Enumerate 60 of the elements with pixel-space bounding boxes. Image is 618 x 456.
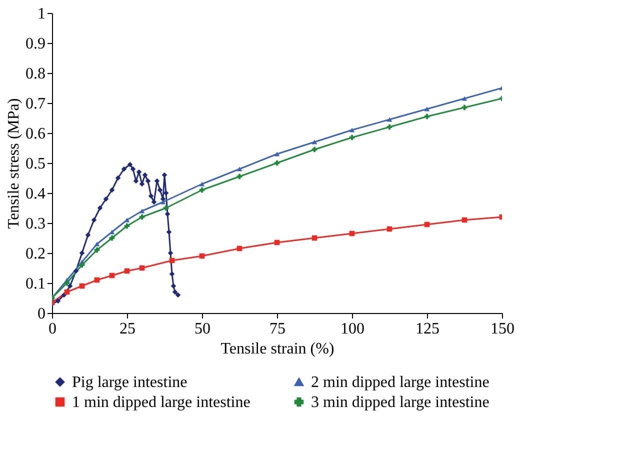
legend-label: Pig large intestine — [72, 374, 188, 391]
point — [157, 187, 163, 193]
point — [164, 211, 170, 217]
point — [127, 162, 133, 168]
point — [175, 292, 181, 298]
point — [148, 193, 154, 199]
y-tick-label: 0 — [38, 306, 46, 322]
point — [139, 208, 145, 214]
point — [170, 283, 176, 289]
legend-label: 2 min dipped large intestine — [311, 374, 490, 391]
point — [130, 166, 136, 172]
point — [274, 152, 280, 156]
x-axis-title: Tensile strain (%) — [220, 340, 334, 358]
point — [121, 166, 127, 172]
x-tick-label: 100 — [340, 320, 364, 338]
point — [312, 140, 318, 144]
point — [142, 172, 148, 178]
y-tick-label: 0.9 — [26, 36, 46, 52]
y-tick-label: 0.8 — [26, 66, 46, 82]
x-tick-label: 75 — [270, 320, 286, 338]
y-tick-label: 0.6 — [26, 126, 46, 142]
point — [94, 242, 100, 246]
y-tick-label: 0.3 — [26, 216, 46, 232]
point — [55, 298, 61, 304]
x-tick-label: 0 — [48, 320, 56, 338]
y-tick-label: 0.5 — [26, 156, 46, 172]
x-tick-label: 25 — [120, 320, 136, 338]
x-tick-label: 125 — [416, 320, 440, 338]
legend-label: 1 min dipped large intestine — [72, 394, 250, 411]
point — [91, 217, 97, 223]
point — [97, 205, 103, 211]
y-tick-label: 0.2 — [26, 246, 46, 262]
point — [424, 106, 430, 112]
point — [169, 271, 175, 277]
y-tick-label: 1 — [38, 6, 46, 22]
y-tick-label: 0.4 — [26, 186, 46, 202]
y-axis-title: Tensile stress (MPa) — [6, 98, 22, 229]
point — [168, 250, 174, 256]
point — [73, 268, 79, 274]
legend-label: 3 min dipped large intestine — [311, 394, 490, 411]
point — [115, 175, 121, 181]
point — [172, 289, 178, 295]
point — [462, 96, 468, 101]
point — [160, 200, 166, 204]
point — [79, 250, 85, 256]
point — [236, 166, 242, 172]
point — [166, 229, 172, 235]
point — [145, 178, 151, 184]
point — [61, 292, 67, 298]
point — [103, 196, 109, 202]
point — [109, 187, 115, 193]
y-tick-label: 0.1 — [26, 276, 46, 292]
x-tick-label: 50 — [194, 320, 210, 338]
x-tick-label: 150 — [490, 320, 514, 338]
point — [199, 182, 205, 186]
point — [386, 117, 392, 122]
point — [85, 232, 91, 238]
point — [67, 283, 73, 289]
point — [349, 128, 355, 132]
y-tick-label: 0.7 — [26, 96, 46, 112]
